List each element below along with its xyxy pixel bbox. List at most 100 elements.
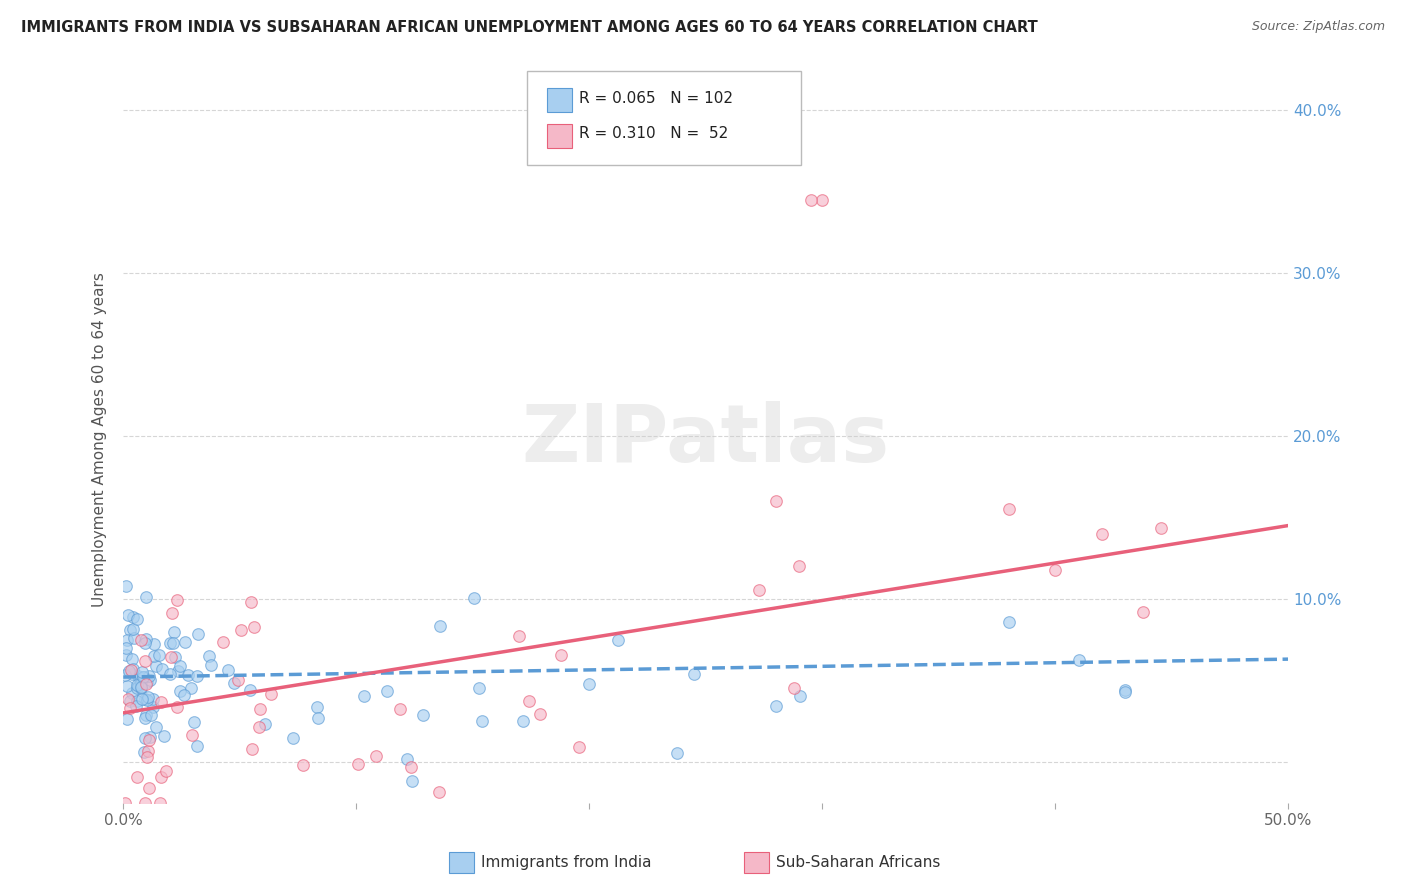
Point	[122, 662, 145, 676]
Point	[135, 632, 157, 646]
Point	[388, 701, 411, 715]
Point	[748, 582, 770, 597]
Point	[427, 785, 450, 799]
Point	[401, 760, 423, 774]
Point	[138, 673, 160, 687]
Text: ZIPatlas: ZIPatlas	[522, 401, 890, 479]
Point	[239, 682, 262, 697]
Point	[149, 770, 172, 784]
Point	[149, 796, 172, 810]
Point	[181, 728, 204, 742]
Point	[607, 633, 630, 648]
Point	[136, 690, 159, 705]
Point	[131, 665, 153, 679]
Point	[307, 710, 329, 724]
Point	[183, 715, 205, 730]
Text: Source: ZipAtlas.com: Source: ZipAtlas.com	[1251, 20, 1385, 33]
Point	[997, 502, 1019, 516]
Point	[160, 649, 183, 664]
Point	[117, 608, 139, 623]
Point	[129, 633, 152, 648]
Point	[127, 679, 149, 693]
Point	[229, 624, 252, 638]
Point	[811, 193, 834, 207]
Point	[173, 688, 195, 702]
Point	[226, 673, 249, 687]
Point	[260, 687, 283, 701]
Text: Immigrants from India: Immigrants from India	[481, 855, 651, 870]
Point	[1067, 652, 1090, 666]
Point	[412, 708, 434, 723]
Point	[148, 648, 170, 662]
Point	[467, 681, 489, 695]
Point	[169, 658, 191, 673]
Point	[162, 636, 184, 650]
Point	[517, 694, 540, 708]
Point	[114, 796, 136, 810]
Point	[529, 707, 551, 722]
Point	[782, 681, 804, 695]
Point	[114, 580, 136, 594]
Point	[198, 649, 221, 664]
Point	[115, 679, 138, 693]
Point	[143, 637, 166, 651]
Point	[135, 591, 157, 605]
Point	[305, 699, 328, 714]
Point	[186, 668, 208, 682]
Point	[1114, 683, 1136, 698]
Point	[167, 664, 190, 678]
Point	[240, 595, 263, 609]
Point	[138, 669, 160, 683]
Point	[132, 745, 155, 759]
Point	[136, 749, 159, 764]
Point	[135, 707, 157, 722]
Point	[159, 667, 181, 681]
Point	[463, 591, 485, 606]
Point	[253, 717, 276, 731]
Point	[247, 720, 270, 734]
Point	[366, 749, 388, 764]
Point	[200, 657, 222, 672]
Point	[765, 494, 787, 508]
Point	[162, 607, 184, 621]
Point	[186, 739, 208, 754]
Point	[217, 663, 239, 677]
Text: Sub-Saharan Africans: Sub-Saharan Africans	[776, 855, 941, 870]
Point	[249, 702, 271, 716]
Point	[131, 670, 153, 684]
Point	[131, 692, 153, 706]
Point	[117, 692, 139, 706]
Point	[377, 684, 399, 698]
Point	[682, 666, 704, 681]
Point	[177, 667, 200, 681]
Point	[143, 648, 166, 663]
Point	[159, 636, 181, 650]
Point	[127, 678, 149, 692]
Point	[187, 626, 209, 640]
Point	[150, 662, 173, 676]
Point	[291, 757, 314, 772]
Point	[142, 699, 165, 714]
Text: IMMIGRANTS FROM INDIA VS SUBSAHARAN AFRICAN UNEMPLOYMENT AMONG AGES 60 TO 64 YEA: IMMIGRANTS FROM INDIA VS SUBSAHARAN AFRI…	[21, 20, 1038, 35]
Point	[145, 659, 167, 673]
Point	[568, 739, 591, 754]
Point	[166, 593, 188, 607]
Point	[1045, 563, 1067, 577]
Point	[114, 668, 136, 682]
Point	[800, 193, 823, 207]
Point	[169, 683, 191, 698]
Point	[135, 693, 157, 707]
Point	[135, 675, 157, 690]
Point	[121, 667, 143, 681]
Point	[134, 635, 156, 649]
Point	[138, 733, 160, 747]
Point	[174, 635, 197, 649]
Point	[142, 692, 165, 706]
Point	[120, 701, 142, 715]
Point	[153, 729, 176, 743]
Point	[129, 681, 152, 695]
Point	[150, 695, 173, 709]
Point	[115, 633, 138, 648]
Point	[141, 707, 163, 722]
Point	[243, 619, 266, 633]
